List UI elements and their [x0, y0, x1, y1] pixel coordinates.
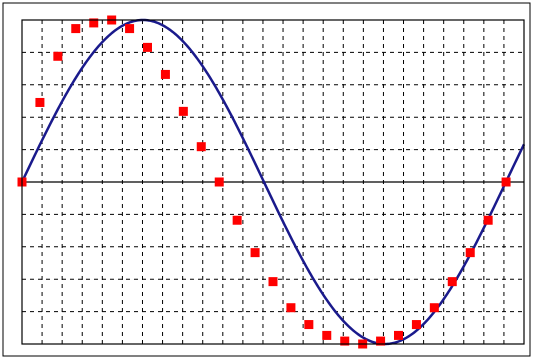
data-markers — [17, 15, 511, 349]
data-point-marker — [465, 248, 475, 258]
plot-border — [21, 19, 525, 345]
data-point-marker — [232, 215, 242, 225]
data-point-marker — [53, 51, 63, 61]
data-point-marker — [71, 24, 81, 34]
data-point-marker — [143, 42, 152, 52]
data-point-marker — [196, 142, 206, 152]
data-point-marker — [483, 215, 493, 225]
data-point-marker — [89, 18, 99, 28]
data-point-marker — [411, 320, 421, 330]
data-point-marker — [447, 277, 457, 287]
data-point-marker — [286, 303, 296, 313]
data-point-marker — [429, 303, 439, 313]
data-point-marker — [376, 336, 386, 346]
data-point-marker — [340, 336, 350, 346]
series-line — [20, 18, 526, 346]
data-point-marker — [35, 97, 45, 107]
data-point-marker — [214, 177, 224, 187]
data-point-marker — [394, 330, 403, 340]
data-point-marker — [501, 177, 511, 187]
data-point-marker — [125, 24, 135, 34]
data-point-marker — [250, 248, 260, 258]
data-point-marker — [322, 330, 332, 340]
data-point-marker — [160, 69, 170, 79]
data-point-marker — [178, 106, 188, 116]
data-point-marker — [268, 277, 278, 287]
data-point-marker — [304, 320, 314, 330]
